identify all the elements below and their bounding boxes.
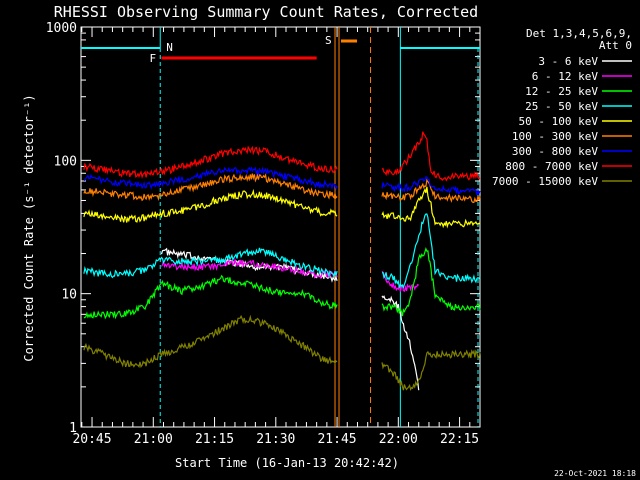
legend-header: Att 0 [599, 39, 632, 52]
legend-label: 7000 - 15000 keV [492, 175, 598, 188]
series-line [83, 172, 338, 202]
series-line [381, 349, 481, 391]
series-12-25-kev [83, 247, 481, 320]
series-7000-15000-kev [83, 314, 481, 391]
series-line [381, 270, 420, 292]
x-tick-label: 21:30 [256, 432, 295, 447]
series-line [83, 247, 338, 279]
series-100-300-kev [83, 172, 481, 203]
y-tick-label: 10 [61, 288, 77, 303]
legend-header: Det 1,3,4,5,6,9, [526, 27, 632, 40]
series-300-800-kev [83, 166, 481, 196]
series-line [381, 213, 481, 289]
annotations: NF S [81, 27, 480, 427]
legend-label: 300 - 800 keV [512, 145, 598, 158]
x-axis-label: Start Time (16-Jan-13 20:42:42) [175, 456, 399, 470]
series-line [160, 247, 338, 283]
legend-label: 3 - 6 keV [538, 55, 598, 68]
x-tick-label: 22:00 [379, 432, 418, 447]
x-tick-label: 20:45 [72, 432, 111, 447]
legend-label: 50 - 100 keV [519, 115, 599, 128]
series-line [83, 314, 338, 368]
series-6-12-kev [160, 257, 420, 292]
legend-label: 12 - 25 keV [525, 85, 598, 98]
series-line [381, 186, 481, 229]
plot-frame [80, 26, 481, 428]
series-line [381, 178, 481, 203]
series-line [83, 145, 338, 180]
series-line [83, 166, 338, 191]
x-tick-label: 22:15 [440, 432, 479, 447]
y-axis-label: Corrected Count Rate (s⁻¹ detector⁻¹) [22, 94, 36, 361]
series-50-100-kev [83, 186, 481, 229]
series-line [381, 247, 481, 317]
x-tick-label: 21:00 [134, 432, 173, 447]
series-line [160, 257, 338, 280]
series-line [83, 188, 338, 223]
night-label: N [166, 41, 173, 54]
legend: Det 1,3,4,5,6,9,Att 03 - 6 keV 6 - 12 keV… [492, 27, 632, 188]
legend-label: 25 - 50 keV [525, 100, 598, 113]
legend-label: 6 - 12 keV [532, 70, 599, 83]
legend-label: 800 - 7000 keV [505, 160, 598, 173]
y-tick-label: 1 [69, 421, 77, 436]
x-tick-label: 21:45 [317, 432, 356, 447]
axes: 1 10 100 1000 20:45 21:00 21:15 21:30 21:45 22:00… [46, 21, 481, 447]
y-tick-label: 100 [54, 154, 77, 169]
series-800-7000-kev [83, 131, 481, 182]
series-line [381, 295, 420, 391]
series-25-50-kev [83, 213, 481, 289]
series-line [83, 274, 338, 320]
y-tick-label: 1000 [46, 21, 77, 36]
timestamp: 22-Oct-2021 18:18 [554, 469, 636, 478]
series-layer [83, 131, 481, 391]
chart-title: RHESSI Observing Summary Count Rates, Co… [54, 3, 478, 21]
saa-label: S [325, 34, 332, 47]
flare-label: F [149, 52, 156, 65]
series-line [381, 176, 481, 196]
x-tick-label: 21:15 [195, 432, 234, 447]
series-line [381, 131, 481, 182]
legend-label: 100 - 300 keV [512, 130, 598, 143]
series-3-6-kev [160, 247, 420, 391]
